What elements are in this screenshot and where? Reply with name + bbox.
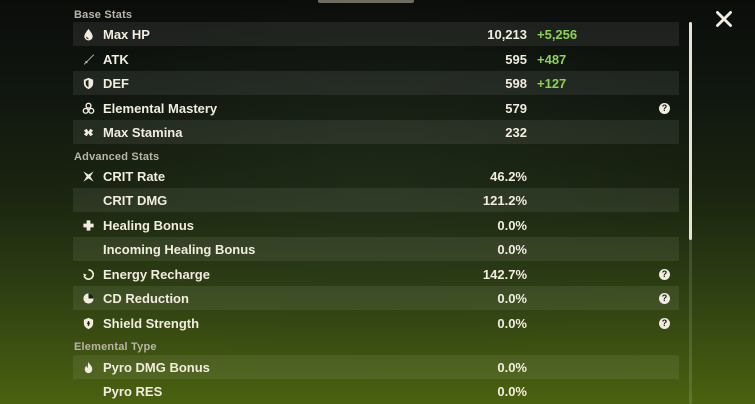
scrollbar-thumb[interactable] (689, 22, 692, 240)
cd-reduction-icon (81, 291, 95, 305)
pyro-flame-icon (81, 360, 95, 374)
stat-row-max-stamina[interactable]: Max Stamina 232 (73, 120, 679, 144)
stat-label: CRIT Rate (103, 169, 166, 184)
help-icon[interactable]: ? (659, 318, 670, 329)
stat-value: 0.0% (497, 384, 527, 399)
elemental-mastery-icon (81, 101, 95, 115)
section-header-elemental-type: Elemental Type (74, 341, 157, 353)
shield-strength-icon (81, 316, 95, 330)
stat-label: CRIT DMG (103, 193, 168, 208)
energy-recharge-icon (81, 267, 95, 281)
close-icon (716, 11, 732, 27)
stat-value: 0.0% (497, 242, 527, 257)
stat-row-def[interactable]: DEF 598 +127 (73, 71, 679, 95)
stat-label: Pyro RES (103, 384, 163, 399)
stat-value: 0.0% (497, 291, 527, 306)
stat-label: Shield Strength (103, 316, 200, 331)
stat-row-incoming-healing-bonus[interactable]: Incoming Healing Bonus 0.0% (73, 237, 679, 261)
stat-label: Max HP (103, 27, 150, 42)
help-icon[interactable]: ? (659, 269, 670, 280)
section-header-advanced-stats: Advanced Stats (74, 151, 160, 163)
stat-label: Healing Bonus (103, 218, 195, 233)
stat-label: Elemental Mastery (103, 101, 218, 116)
stat-value: 595 (505, 52, 527, 67)
help-icon[interactable]: ? (659, 103, 670, 114)
close-button[interactable] (713, 8, 735, 30)
stat-label: Pyro DMG Bonus (103, 360, 210, 375)
stat-row-cd-reduction[interactable]: CD Reduction 0.0% ? (73, 286, 679, 310)
stat-value: 0.0% (497, 316, 527, 331)
def-shield-icon (81, 76, 95, 90)
crit-rate-icon (81, 169, 95, 183)
stat-value: 142.7% (482, 267, 527, 282)
stat-row-pyro-res[interactable]: Pyro RES 0.0% (73, 379, 679, 403)
stat-row-healing-bonus[interactable]: Healing Bonus 0.0% (73, 213, 679, 237)
section-header-base-stats: Base Stats (74, 9, 133, 21)
top-notch (318, 0, 414, 3)
stat-row-atk[interactable]: ATK 595 +487 (73, 47, 679, 71)
atk-sword-icon (81, 52, 95, 66)
healing-cross-icon (81, 218, 95, 232)
stat-label: Incoming Healing Bonus (103, 242, 256, 257)
stat-label: Energy Recharge (103, 267, 210, 282)
stat-value: 0.0% (497, 218, 527, 233)
stat-row-shield-strength[interactable]: Shield Strength 0.0% ? (73, 311, 679, 335)
stat-bonus: +127 (537, 76, 567, 91)
stat-bonus: +5,256 (537, 27, 578, 42)
stat-value: 232 (505, 125, 527, 140)
stat-label: CD Reduction (103, 291, 189, 306)
stat-value: 598 (505, 76, 527, 91)
stat-value: 46.2% (490, 169, 527, 184)
hp-drop-icon (81, 27, 95, 41)
stat-row-elemental-mastery[interactable]: Elemental Mastery 579 ? (73, 96, 679, 120)
stat-value: 579 (505, 101, 527, 116)
help-icon[interactable]: ? (659, 293, 670, 304)
stat-row-crit-dmg[interactable]: CRIT DMG 121.2% (73, 188, 679, 212)
stat-label: DEF (103, 76, 129, 91)
stat-value: 121.2% (482, 193, 527, 208)
stats-panel[interactable]: Base Stats Max HP 10,213 +5,256 ATK 595 … (73, 0, 685, 404)
stamina-icon (81, 125, 95, 139)
stat-label: Max Stamina (103, 125, 183, 140)
stat-row-energy-recharge[interactable]: Energy Recharge 142.7% ? (73, 262, 679, 286)
scrollbar[interactable] (689, 22, 692, 404)
stat-bonus: +487 (537, 52, 567, 67)
stat-row-pyro-dmg-bonus[interactable]: Pyro DMG Bonus 0.0% (73, 355, 679, 379)
stat-row-max-hp[interactable]: Max HP 10,213 +5,256 (73, 22, 679, 46)
stat-label: ATK (103, 52, 129, 67)
stat-row-crit-rate[interactable]: CRIT Rate 46.2% (73, 164, 679, 188)
stat-value: 0.0% (497, 360, 527, 375)
stat-value: 10,213 (487, 27, 527, 42)
